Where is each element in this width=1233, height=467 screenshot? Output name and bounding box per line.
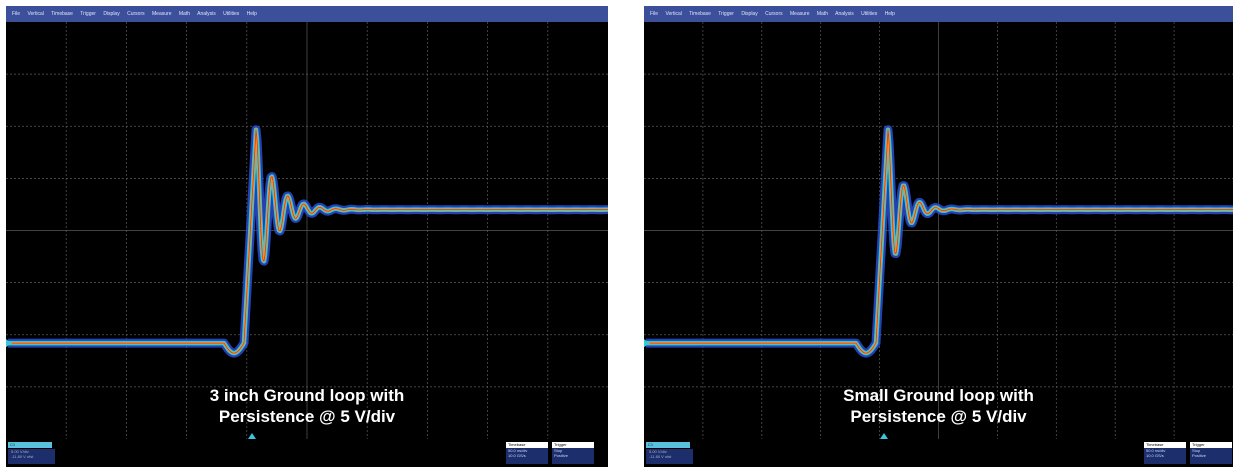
trigger-position-marker [880, 433, 888, 439]
channel-readout[interactable]: C1 5.00 V/div -11.80 V ofst [8, 442, 55, 464]
caption-line-2: Persistence @ 5 V/div [218, 407, 396, 426]
trigger-slope: Positive [1192, 453, 1207, 458]
menu-bar: File Vertical Timebase Trigger Display C… [644, 6, 1233, 22]
timebase-header: Timebase [506, 442, 548, 448]
menu-item-help[interactable]: Help [246, 11, 257, 17]
waveform-persistence-outer [6, 125, 608, 358]
channel-readout[interactable]: C1 5.00 V/div -11.80 V ofst [646, 442, 693, 464]
timebase-readout[interactable]: Timebase 50.0 ns/div 10.0 GS/s [1144, 442, 1186, 464]
menu-bar: File Vertical Timebase Trigger Display C… [6, 6, 608, 22]
trigger-position-marker [248, 433, 256, 439]
menu-item-timebase[interactable]: Timebase [51, 11, 73, 17]
timebase-scale: 50.0 ns/div [1146, 448, 1166, 453]
waveform-display: Small Ground loop with Persistence @ 5 V… [644, 22, 1233, 439]
menu-item-trigger[interactable]: Trigger [718, 11, 734, 17]
menu-item-math[interactable]: Math [178, 11, 190, 17]
waveform-trace [646, 128, 1233, 355]
timebase-scale: 50.0 ns/div [508, 448, 528, 453]
scope-window-left: File Vertical Timebase Trigger Display C… [6, 6, 608, 467]
trigger-header: Trigger [552, 442, 594, 448]
caption-line-1: Small Ground loop with [843, 386, 1034, 405]
menu-item-measure[interactable]: Measure [790, 11, 810, 17]
menu-item-cursors[interactable]: Cursors [765, 11, 783, 17]
menu-item-display[interactable]: Display [741, 11, 758, 17]
channel-values: 5.00 V/div -11.80 V ofst [646, 449, 693, 464]
menu-item-measure[interactable]: Measure [152, 11, 172, 17]
menu-item-timebase[interactable]: Timebase [689, 11, 711, 17]
menu-item-help[interactable]: Help [884, 11, 895, 17]
trigger-slope: Positive [554, 453, 569, 458]
waveform-plot [644, 22, 1233, 439]
channel-ground-marker [6, 339, 12, 348]
trigger-readout[interactable]: Trigger Stop Positive [1190, 442, 1232, 464]
trigger-readout[interactable]: Trigger Stop Positive [552, 442, 594, 464]
channel-scale: 5.00 V/div [649, 449, 667, 454]
status-bar: C1 5.00 V/div -11.80 V ofst Timebase 50.… [644, 439, 1233, 467]
timebase-header: Timebase [1144, 442, 1186, 448]
channel-ground-marker [644, 339, 650, 348]
waveform-persistence-mid [644, 127, 1233, 356]
channel-values: 5.00 V/div -11.80 V ofst [8, 449, 55, 464]
menu-item-analysis[interactable]: Analysis [197, 11, 216, 17]
timebase-rate: 10.0 GS/s [508, 453, 526, 458]
menu-item-utilities[interactable]: Utilities [861, 11, 878, 17]
caption-line-2: Persistence @ 5 V/div [850, 407, 1027, 426]
caption-line-1: 3 inch Ground loop with [209, 386, 405, 405]
menu-item-vertical[interactable]: Vertical [665, 11, 682, 17]
waveform-trace-hot [8, 129, 608, 354]
menu-item-analysis[interactable]: Analysis [835, 11, 854, 17]
timebase-rate: 10.0 GS/s [1146, 453, 1164, 458]
menu-item-file[interactable]: File [12, 11, 21, 17]
menu-item-display[interactable]: Display [103, 11, 120, 17]
menu-item-utilities[interactable]: Utilities [223, 11, 240, 17]
menu-item-file[interactable]: File [650, 11, 659, 17]
trigger-state: Stop [554, 448, 563, 453]
menu-item-math[interactable]: Math [816, 11, 828, 17]
waveform-persistence-mid [6, 127, 608, 356]
channel-scale: 5.00 V/div [11, 449, 29, 454]
waveform-trace-hot [646, 129, 1233, 354]
waveform-display: 3 inch Ground loop with Persistence @ 5 … [6, 22, 608, 439]
menu-item-vertical[interactable]: Vertical [27, 11, 44, 17]
channel-tag: C1 [646, 442, 690, 448]
channel-tag: C1 [8, 442, 52, 448]
menu-item-trigger[interactable]: Trigger [80, 11, 96, 17]
menu-item-cursors[interactable]: Cursors [127, 11, 145, 17]
scope-window-right: File Vertical Timebase Trigger Display C… [644, 6, 1233, 467]
timebase-readout[interactable]: Timebase 50.0 ns/div 10.0 GS/s [506, 442, 548, 464]
trigger-state: Stop [1192, 448, 1201, 453]
channel-offset: -11.80 V ofst [649, 454, 672, 459]
trigger-header: Trigger [1190, 442, 1232, 448]
status-bar: C1 5.00 V/div -11.80 V ofst Timebase 50.… [6, 439, 608, 467]
channel-offset: -11.80 V ofst [11, 454, 34, 459]
waveform-persistence-outer [644, 125, 1233, 358]
waveform-trace [8, 128, 608, 355]
waveform-plot [6, 22, 608, 439]
